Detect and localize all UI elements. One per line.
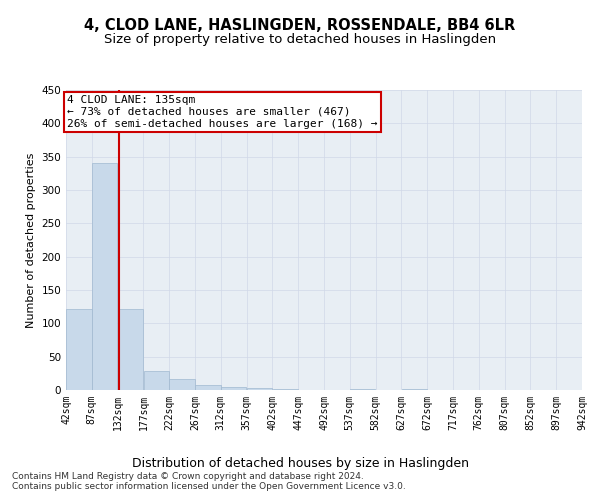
Bar <box>143 372 169 390</box>
Text: 4, CLOD LANE, HASLINGDEN, ROSSENDALE, BB4 6LR: 4, CLOD LANE, HASLINGDEN, ROSSENDALE, BB… <box>85 18 515 32</box>
Bar <box>118 308 143 390</box>
Bar <box>247 388 272 390</box>
Bar <box>195 384 221 390</box>
Bar <box>169 378 195 390</box>
Text: Size of property relative to detached houses in Haslingden: Size of property relative to detached ho… <box>104 32 496 46</box>
Text: Contains public sector information licensed under the Open Government Licence v3: Contains public sector information licen… <box>12 482 406 491</box>
Bar <box>66 308 92 390</box>
Text: Distribution of detached houses by size in Haslingden: Distribution of detached houses by size … <box>131 458 469 470</box>
Y-axis label: Number of detached properties: Number of detached properties <box>26 152 36 328</box>
Bar <box>92 164 118 390</box>
Text: Contains HM Land Registry data © Crown copyright and database right 2024.: Contains HM Land Registry data © Crown c… <box>12 472 364 481</box>
Bar <box>221 386 247 390</box>
Text: 4 CLOD LANE: 135sqm
← 73% of detached houses are smaller (467)
26% of semi-detac: 4 CLOD LANE: 135sqm ← 73% of detached ho… <box>67 96 377 128</box>
